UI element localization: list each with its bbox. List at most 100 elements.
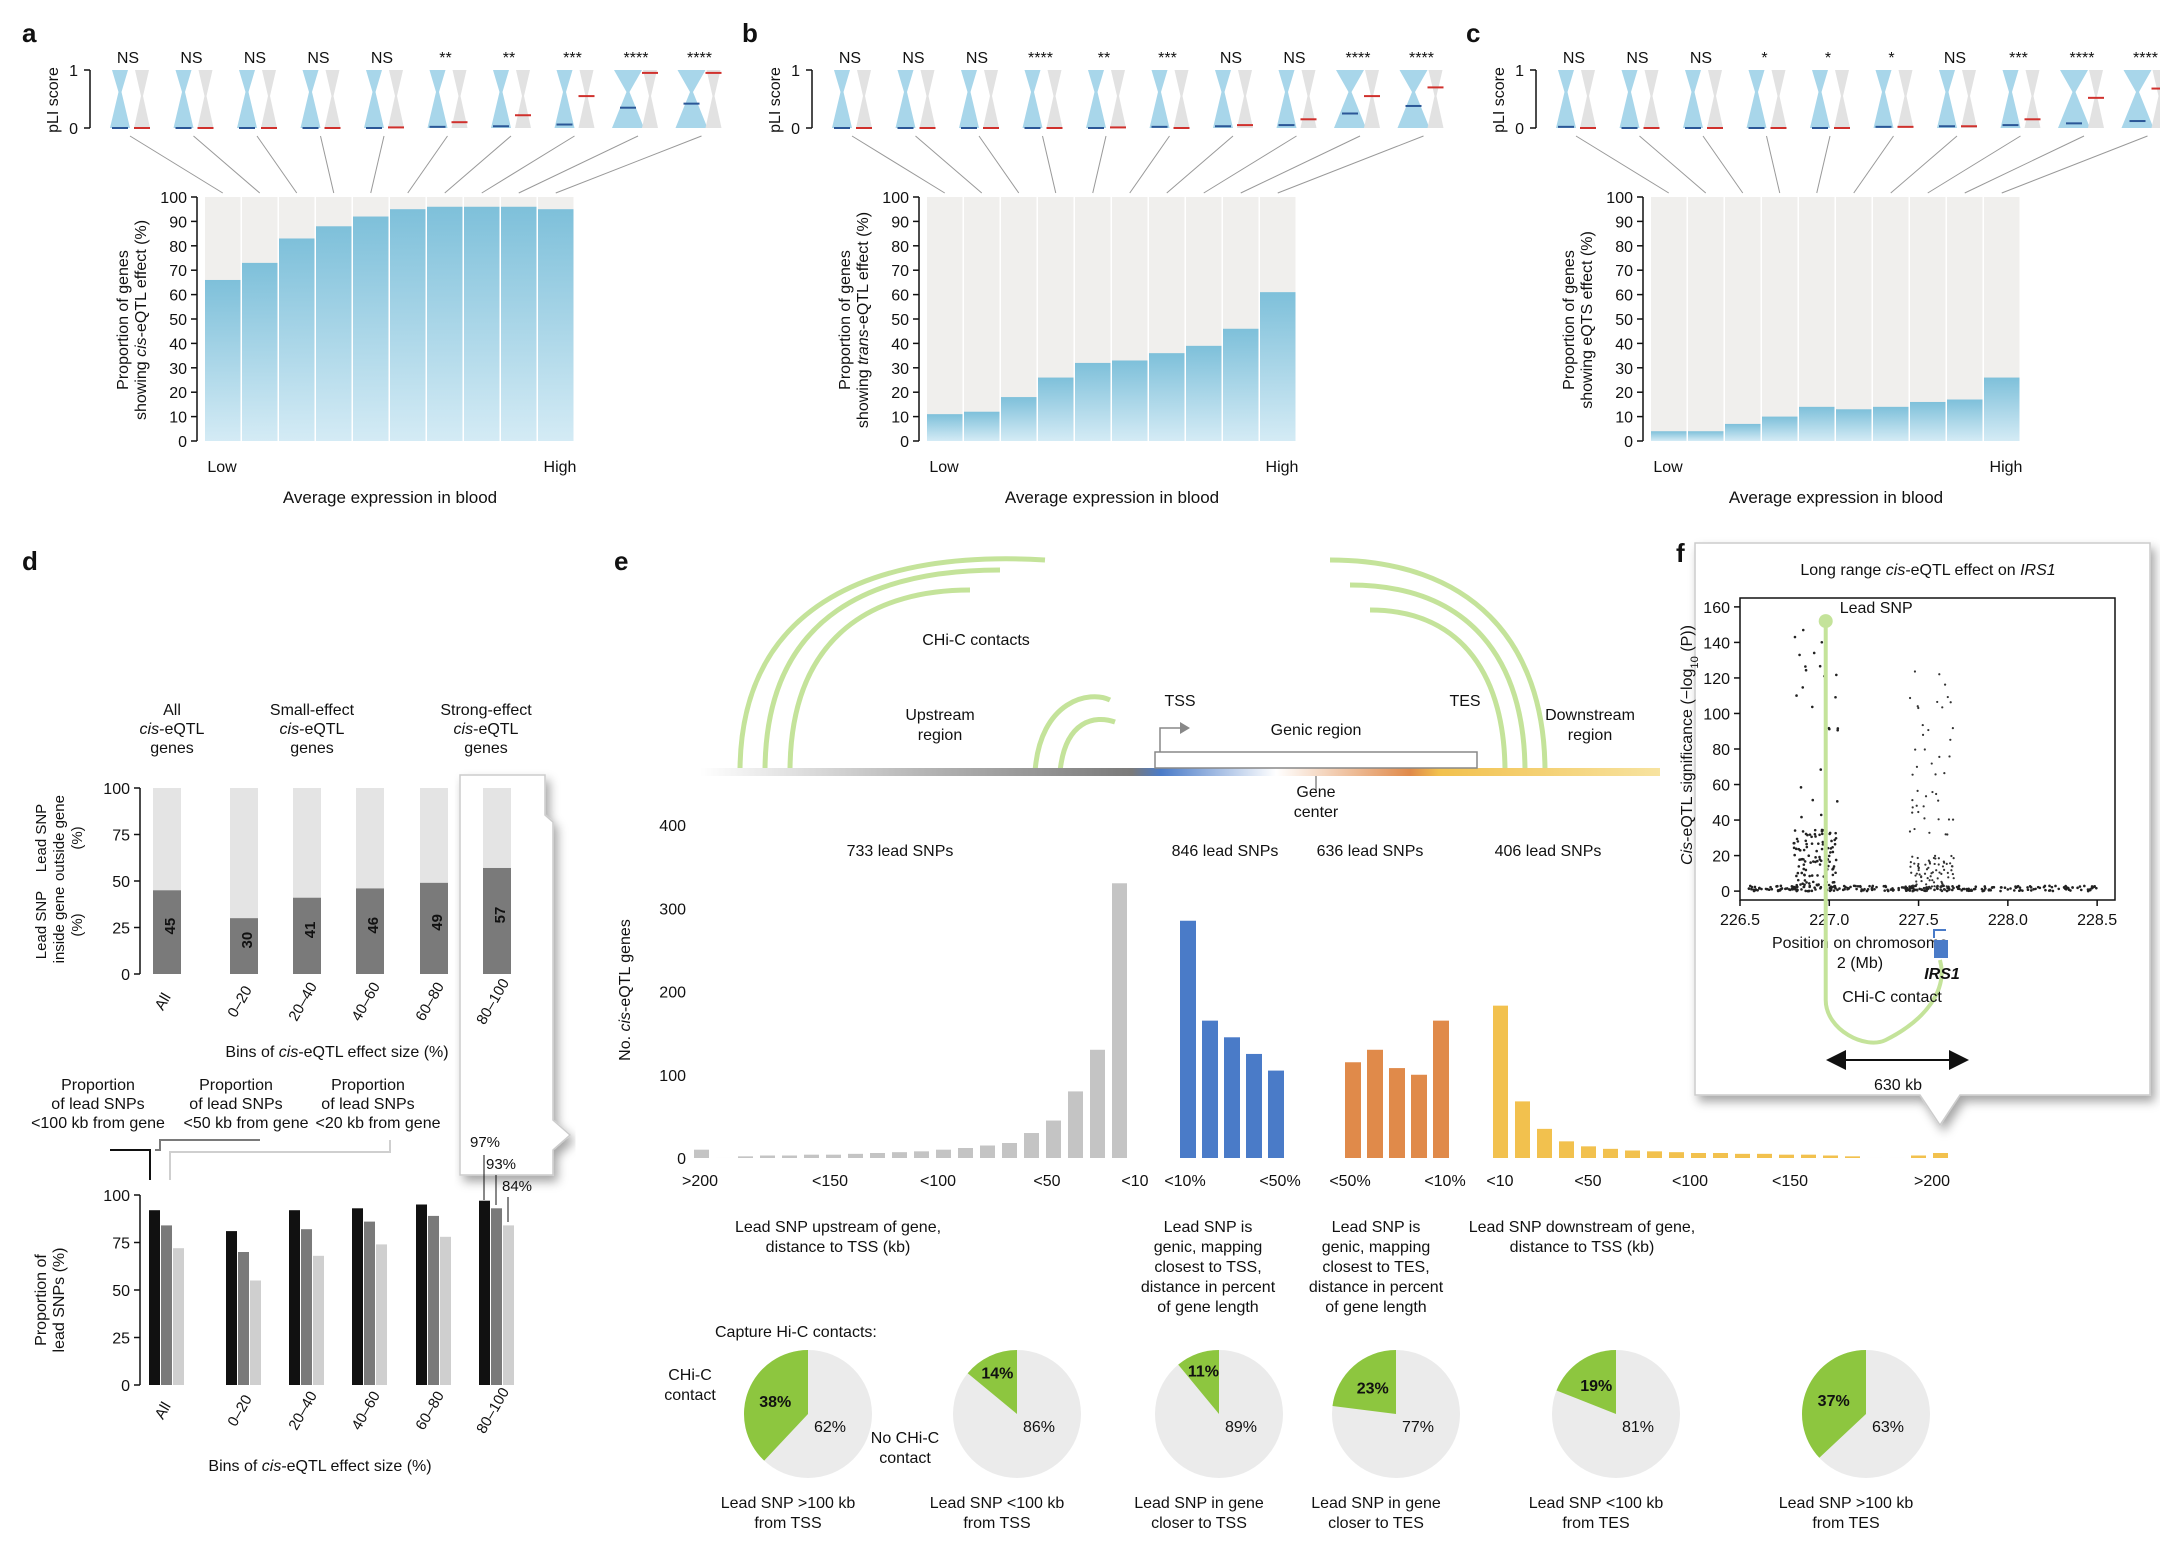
scatter-point bbox=[1808, 885, 1811, 889]
significance-label: *** bbox=[1158, 50, 1177, 67]
scatter-point bbox=[1820, 847, 1824, 851]
scatter-point bbox=[1915, 872, 1918, 875]
panel-f: Long range cis-eQTL effect on IRS1 226.5 2… bbox=[1679, 542, 2151, 1127]
scatter-point bbox=[1934, 773, 1937, 776]
scatter-point bbox=[1988, 888, 1991, 891]
scatter-point bbox=[2029, 889, 2033, 892]
scatter-point bbox=[1917, 810, 1920, 814]
scatter-point bbox=[1810, 835, 1813, 839]
scatter-point bbox=[1821, 843, 1825, 846]
legend-label: <100 kb from gene bbox=[31, 1115, 165, 1132]
bar bbox=[364, 1221, 375, 1385]
scatter-point bbox=[1935, 886, 1938, 889]
scatter-point bbox=[1802, 885, 1806, 888]
bar-upstream bbox=[892, 1152, 907, 1158]
y-label-line2: lead SNPs (%) bbox=[51, 1248, 68, 1353]
pie-legend-nocontact: No CHi-C bbox=[871, 1430, 939, 1447]
violin-cis bbox=[832, 70, 852, 128]
x-axis-label: Bins of cis-eQTL effect size (%) bbox=[225, 1044, 448, 1061]
scatter-point bbox=[1952, 856, 1955, 860]
scatter-point bbox=[1911, 773, 1914, 776]
scatter-point bbox=[2083, 884, 2086, 888]
scatter-point bbox=[2048, 884, 2051, 888]
group-description: Lead SNP is bbox=[1332, 1219, 1421, 1236]
group-label: cis-eQTL bbox=[280, 721, 345, 738]
bar bbox=[1910, 401, 1946, 441]
scatter-point bbox=[1949, 862, 1952, 865]
scatter-point bbox=[1938, 755, 1941, 758]
scatter-point bbox=[1922, 805, 1925, 808]
group-label: genes bbox=[464, 740, 508, 757]
significance-label: NS bbox=[1690, 50, 1712, 67]
scatter-point bbox=[1937, 863, 1940, 866]
y-label-line1: Proportion of genes bbox=[1561, 250, 1578, 390]
bar-inside bbox=[420, 882, 448, 974]
y-tick-label: 300 bbox=[659, 901, 686, 918]
panel-letter-d: d bbox=[22, 546, 38, 576]
violin-other bbox=[1770, 70, 1787, 128]
scatter-point bbox=[1784, 887, 1788, 891]
bar-inside bbox=[483, 867, 511, 974]
y-tick-label: 50 bbox=[1615, 312, 1633, 329]
scatter-point bbox=[1790, 885, 1794, 888]
violin-tick-label-0: 0 bbox=[1515, 121, 1524, 138]
scatter-point bbox=[1799, 786, 1803, 789]
pie-caption: closer to TSS bbox=[1151, 1515, 1247, 1532]
gene-marker bbox=[1934, 940, 1948, 958]
scatter-point bbox=[2016, 884, 2020, 888]
scatter-point bbox=[1967, 887, 1970, 891]
bar-upstream bbox=[1068, 1091, 1083, 1158]
y-tick-label: 100 bbox=[659, 1068, 686, 1085]
connector-line bbox=[978, 135, 1020, 194]
scatter-point bbox=[1833, 885, 1837, 888]
y-axis-label-part-3: (P)) bbox=[1679, 625, 1696, 656]
scatter-point bbox=[1911, 889, 1914, 893]
bar bbox=[1186, 345, 1222, 441]
bar bbox=[1149, 353, 1185, 441]
scatter-point bbox=[1870, 886, 1874, 889]
scatter-point bbox=[1810, 705, 1814, 709]
scatter-point bbox=[1795, 874, 1798, 878]
scatter-point bbox=[1819, 768, 1823, 771]
group-description: Lead SNP is bbox=[1164, 1219, 1253, 1236]
scatter-point bbox=[1927, 885, 1930, 889]
bar bbox=[1112, 360, 1148, 441]
scatter-point bbox=[2029, 886, 2033, 889]
scatter-point bbox=[1973, 887, 1977, 891]
scatter-point bbox=[1807, 854, 1811, 858]
violin-other bbox=[1707, 70, 1723, 128]
pie-nocontact-label: 89% bbox=[1225, 1419, 1257, 1436]
connector-line bbox=[129, 135, 224, 194]
bar bbox=[1075, 362, 1111, 441]
scatter-point bbox=[1750, 887, 1753, 891]
bar bbox=[316, 226, 352, 441]
y-tick-label: 40 bbox=[891, 336, 909, 353]
scatter-point bbox=[1911, 887, 1915, 890]
bar bbox=[440, 1236, 451, 1385]
bar-downstream bbox=[1515, 1101, 1530, 1158]
scatter-point bbox=[1921, 733, 1925, 736]
scatter-point bbox=[2014, 885, 2017, 888]
scatter-point bbox=[1908, 830, 1912, 833]
scatter-point bbox=[1836, 727, 1840, 730]
scatter-point bbox=[1951, 865, 1954, 868]
scatter-point bbox=[1947, 889, 1950, 892]
lead-snp-count: 636 lead SNPs bbox=[1317, 843, 1424, 860]
violin-other bbox=[324, 70, 341, 128]
violin-cis bbox=[1810, 70, 1830, 128]
scatter-point bbox=[1908, 696, 1912, 700]
scatter-point bbox=[1795, 694, 1798, 697]
violin-tick-label-0: 0 bbox=[791, 121, 800, 138]
scatter-point bbox=[1914, 748, 1917, 751]
significance-label: NS bbox=[1563, 50, 1585, 67]
scatter-point bbox=[1807, 889, 1810, 893]
x-tick-label: <50% bbox=[1329, 1173, 1370, 1190]
scatter-point bbox=[1945, 885, 1948, 888]
bar-downstream bbox=[1933, 1153, 1948, 1158]
lead-snp-count: 846 lead SNPs bbox=[1172, 843, 1279, 860]
x-axis-label-part-1: cis bbox=[279, 1044, 299, 1061]
bar-downstream bbox=[1845, 1156, 1860, 1158]
x-tick-label: >200 bbox=[1914, 1173, 1950, 1190]
scatter-point bbox=[2051, 889, 2055, 893]
scatter-point bbox=[1834, 695, 1837, 699]
